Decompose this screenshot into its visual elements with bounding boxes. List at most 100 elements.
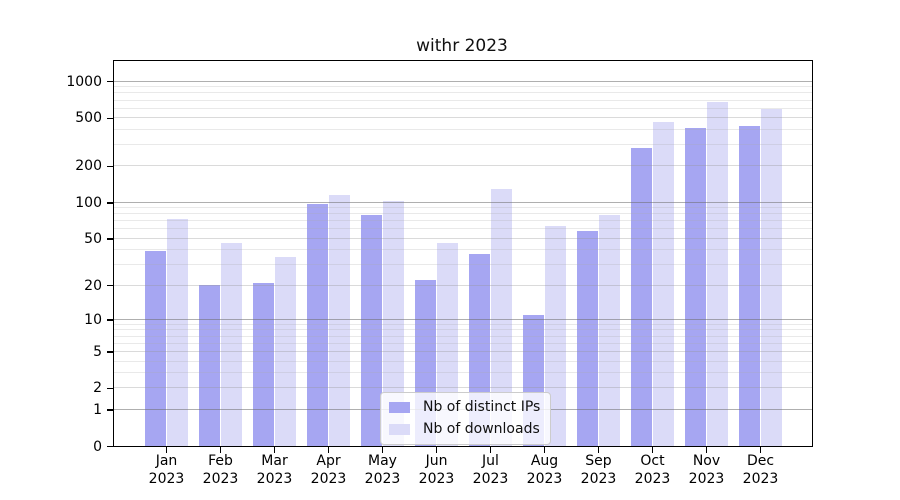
y-tick-label-5: 5	[93, 343, 102, 360]
gridline-400	[114, 129, 812, 131]
x-tick-label-dec: Dec 2023	[742, 453, 779, 487]
bar-distinct-ips-dec	[738, 126, 760, 446]
gridline-6	[114, 342, 812, 344]
y-tick-1000	[106, 80, 114, 83]
x-tick-label-may: May 2023	[364, 453, 401, 487]
x-tick-label-jun: Jun 2023	[418, 453, 455, 487]
gridline-20	[114, 284, 812, 286]
x-tick-jan	[165, 446, 168, 453]
x-tick-oct	[651, 446, 654, 453]
bar-downloads-jan	[166, 219, 188, 446]
gridline-70	[114, 220, 812, 222]
x-tick-jun	[435, 446, 438, 453]
gridline-3	[114, 372, 812, 374]
x-tick-nov	[705, 446, 708, 453]
y-tick-200	[106, 165, 114, 168]
gridline-90	[114, 207, 812, 209]
x-tick-feb	[219, 446, 222, 453]
gridline-30	[114, 264, 812, 266]
x-tick-jul	[489, 446, 492, 453]
gridline-80	[114, 213, 812, 215]
x-tick-label-jul: Jul 2023	[472, 453, 509, 487]
y-tick-100	[106, 202, 114, 204]
legend-item-downloads: Nb of downloads	[389, 422, 540, 437]
bar-distinct-ips-apr	[306, 204, 328, 446]
bar-downloads-feb	[220, 242, 242, 446]
gridline-1000	[114, 80, 812, 82]
x-tick-label-oct: Oct 2023	[634, 453, 671, 487]
bar-distinct-ips-jan	[144, 251, 166, 446]
y-tick-20	[106, 284, 114, 287]
x-tick-label-mar: Mar 2023	[256, 453, 293, 487]
y-tick-label-20: 20	[84, 277, 102, 294]
gridline-500	[114, 117, 812, 119]
y-tick-2	[106, 387, 114, 390]
y-tick-label-10: 10	[84, 311, 102, 328]
bar-downloads-may	[382, 201, 404, 446]
legend-swatch-distinct-ips-icon	[389, 402, 410, 413]
gridline-100	[114, 201, 812, 203]
gridline-5	[114, 350, 812, 352]
y-tick-label-50: 50	[84, 230, 102, 247]
gridline-700	[114, 99, 812, 101]
bar-distinct-ips-oct	[630, 148, 652, 446]
y-tick-label-1: 1	[93, 401, 102, 418]
legend-label-downloads: Nb of downloads	[423, 421, 540, 437]
bar-downloads-dec	[760, 108, 782, 446]
gridline-50	[114, 237, 812, 239]
y-tick-10	[106, 319, 114, 321]
x-tick-mar	[273, 446, 276, 453]
bar-downloads-jul	[490, 189, 512, 446]
bar-downloads-apr	[328, 195, 350, 446]
gridline-300	[114, 144, 812, 146]
gridline-800	[114, 92, 812, 94]
legend-swatch-downloads-icon	[389, 424, 410, 435]
bar-distinct-ips-sep	[576, 230, 598, 446]
y-tick-label-1000: 1000	[66, 73, 102, 90]
x-tick-sep	[597, 446, 600, 453]
bar-distinct-ips-nov	[684, 127, 706, 446]
gridline-4	[114, 360, 812, 362]
y-tick-label-0: 0	[93, 438, 102, 455]
y-tick-500	[106, 117, 114, 119]
x-tick-label-feb: Feb 2023	[202, 453, 239, 487]
x-tick-aug	[543, 446, 546, 453]
bar-distinct-ips-feb	[198, 285, 220, 446]
chart-title: withr 2023	[416, 36, 508, 56]
y-tick-50	[106, 238, 114, 240]
gridline-600	[114, 107, 812, 109]
gridline-40	[114, 249, 812, 251]
bar-downloads-mar	[274, 256, 296, 446]
bar-distinct-ips-mar	[252, 282, 274, 446]
x-tick-label-sep: Sep 2023	[580, 453, 617, 487]
gridline-2	[114, 387, 812, 389]
gridline-7	[114, 335, 812, 337]
bar-downloads-sep	[598, 215, 620, 446]
x-tick-label-aug: Aug 2023	[526, 453, 563, 487]
gridline-9	[114, 323, 812, 325]
legend: Nb of distinct IPs Nb of downloads	[380, 392, 552, 445]
x-tick-may	[381, 446, 384, 453]
bar-downloads-nov	[706, 101, 728, 446]
y-tick-label-2: 2	[93, 380, 102, 397]
x-tick-dec	[759, 446, 762, 453]
x-tick-label-apr: Apr 2023	[310, 453, 347, 487]
y-tick-label-100: 100	[75, 194, 102, 211]
y-tick-label-200: 200	[75, 158, 102, 175]
y-tick-0	[106, 445, 114, 448]
gridline-200	[114, 165, 812, 167]
legend-label-distinct-ips: Nb of distinct IPs	[423, 399, 541, 415]
bar-distinct-ips-may	[360, 215, 382, 446]
y-tick-1	[106, 409, 114, 411]
gridline-8	[114, 329, 812, 331]
x-tick-label-jan: Jan 2023	[148, 453, 185, 487]
y-tick-5	[106, 351, 114, 353]
gridline-10	[114, 318, 812, 320]
plot-area: Nb of distinct IPs Nb of downloads	[113, 60, 813, 447]
gridline-900	[114, 86, 812, 88]
bar-downloads-aug	[544, 226, 566, 446]
gridline-60	[114, 228, 812, 230]
x-tick-apr	[327, 446, 330, 453]
legend-item-distinct-ips: Nb of distinct IPs	[389, 400, 540, 415]
